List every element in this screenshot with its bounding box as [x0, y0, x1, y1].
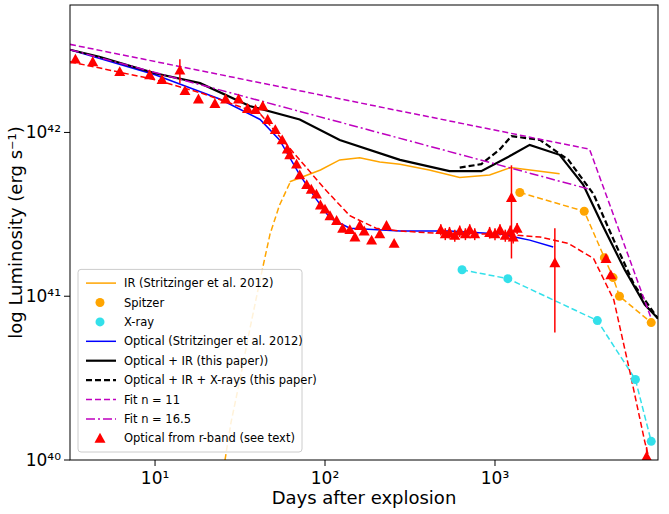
y-tick-label: 10⁴⁰: [26, 450, 61, 470]
data-point: [277, 134, 288, 144]
legend-label: Optical from r-band (see text): [124, 431, 295, 445]
legend-label: Optical + IR (this paper)): [124, 354, 268, 368]
data-point: [615, 292, 624, 301]
legend-label: IR (Stritzinger et al. 2012): [124, 276, 274, 290]
data-point: [389, 238, 400, 248]
data-point: [605, 269, 616, 279]
legend-line: [86, 399, 116, 401]
series-line: [460, 136, 658, 319]
legend-line: [86, 418, 116, 420]
chart: 10¹ 10² 10³ 10⁴⁰ 10⁴¹ 10⁴² Days after explosio…: [0, 0, 669, 514]
data-point: [515, 188, 524, 197]
data-point: [325, 210, 336, 220]
data-point: [359, 226, 370, 236]
x-tick: [494, 460, 495, 466]
error-bar: [554, 228, 556, 332]
data-point: [366, 235, 377, 245]
y-axis-label: log Luminosity (erg s⁻¹): [5, 126, 26, 339]
data-point: [144, 69, 155, 79]
data-point: [549, 257, 560, 267]
data-point: [174, 65, 185, 75]
series-line: [70, 50, 658, 319]
series-line: [520, 192, 651, 322]
data-point: [157, 74, 168, 84]
data-point: [580, 207, 589, 216]
data-point: [311, 189, 322, 199]
x-tick-label: 10³: [481, 468, 509, 488]
data-point: [512, 223, 523, 233]
plot-frame: [70, 5, 658, 460]
series-line: [70, 50, 553, 247]
data-point: [631, 375, 640, 384]
data-point: [70, 54, 81, 64]
data-point: [193, 94, 204, 104]
y-tick: [64, 296, 70, 297]
series-line: [70, 44, 651, 318]
data-point: [647, 318, 656, 327]
legend-marker: [96, 298, 105, 307]
data-point: [179, 85, 190, 95]
data-point: [242, 103, 253, 113]
plot-data: [70, 44, 658, 460]
x-tick-label: 10¹: [141, 468, 169, 488]
legend-line: [86, 360, 116, 362]
data-point: [601, 253, 612, 263]
data-point: [381, 220, 392, 230]
x-tick: [325, 460, 326, 466]
legend-marker: [95, 433, 106, 443]
legend-line: [86, 379, 116, 381]
data-point: [284, 149, 295, 159]
data-point: [262, 114, 273, 124]
legend-label: Optical + IR + X-rays (this paper): [124, 373, 317, 387]
y-tick-label: 10⁴²: [26, 122, 61, 142]
legend-label: Fit n = 11: [124, 393, 180, 407]
data-point: [458, 265, 467, 274]
data-point: [257, 101, 268, 111]
legend-label: Spitzer: [124, 296, 164, 310]
data-point: [291, 159, 302, 169]
data-point: [87, 56, 98, 66]
x-axis-label: Days after explosion: [272, 487, 457, 508]
legend-line: [86, 282, 116, 284]
error-bar: [511, 165, 513, 258]
data-point: [349, 231, 360, 241]
series-line: [462, 270, 651, 442]
legend-label: X-ray: [124, 315, 154, 329]
x-tick: [155, 460, 156, 466]
legend: IR (Stritzinger et al. 2012) Spitzer X-ray…: [78, 269, 317, 452]
legend-label: Optical (Stritzinger et al. 2012): [124, 334, 303, 348]
data-point: [233, 94, 244, 104]
data-point: [593, 316, 602, 325]
data-point: [209, 98, 220, 108]
data-point: [469, 228, 480, 238]
y-tick-label: 10⁴¹: [26, 286, 61, 306]
data-point: [114, 66, 125, 76]
data-point: [506, 192, 517, 202]
data-point: [331, 215, 342, 225]
data-point: [270, 124, 281, 134]
data-point: [320, 204, 331, 214]
series-line: [70, 62, 649, 460]
legend-line: [86, 341, 116, 343]
data-point: [344, 224, 355, 234]
y-tick: [64, 132, 70, 133]
legend-label: Fit n = 16.5: [124, 412, 191, 426]
data-point: [220, 94, 231, 104]
data-point: [503, 274, 512, 283]
legend-marker: [96, 317, 105, 326]
data-point: [294, 169, 305, 179]
x-tick-label: 10²: [311, 468, 339, 488]
data-point: [647, 437, 656, 446]
y-tick: [64, 460, 70, 461]
data-point: [641, 451, 652, 460]
legend-box: [78, 269, 302, 452]
data-point: [494, 224, 505, 234]
